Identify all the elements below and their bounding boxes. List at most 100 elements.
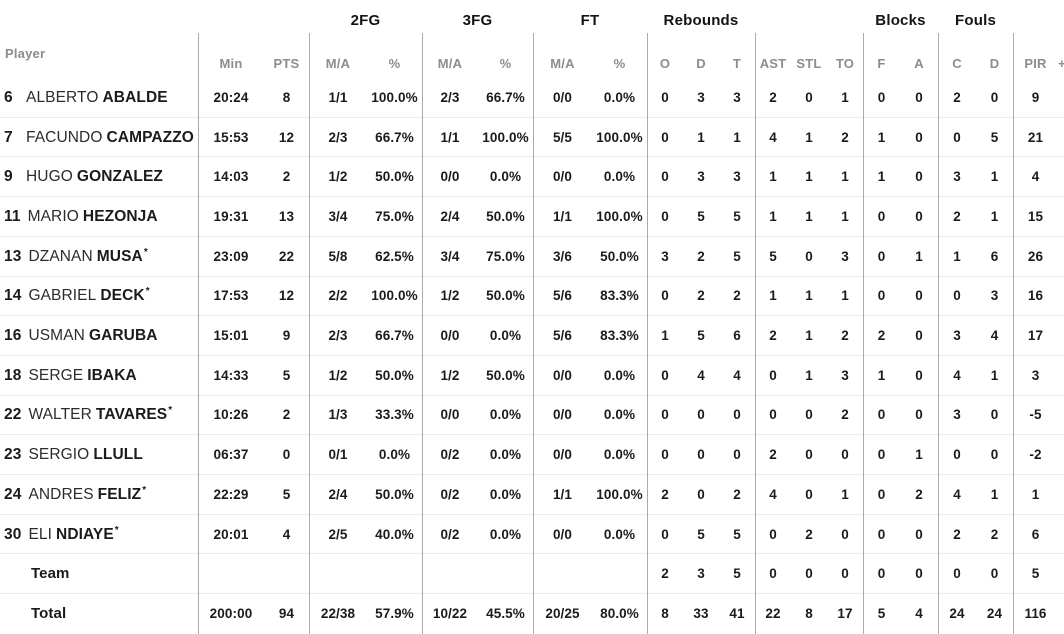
cell-blk-a: 0 xyxy=(915,129,923,145)
cell-ft-pct: 0.0% xyxy=(603,367,636,383)
player-cell: 16 USMAN GARUBA xyxy=(0,326,198,345)
col-header-pir: PIR xyxy=(1024,56,1047,71)
cell-ft-pct: 0.0% xyxy=(603,447,636,463)
cell-to: 1 xyxy=(841,89,849,105)
player-last-name: MUSA xyxy=(96,247,143,265)
cell-reb-d: 5 xyxy=(697,526,705,542)
cell-ast: 4 xyxy=(769,486,777,502)
cell-pts: 12 xyxy=(278,129,295,145)
cell-stl: 2 xyxy=(805,526,813,542)
player-last-name: GARUBA xyxy=(88,327,158,345)
player-row: 13 DZANAN MUSA* 23:09 22 5/8 62.5% 3/4 75.… xyxy=(0,237,1064,277)
cell-blk-a: 0 xyxy=(915,208,923,224)
player-row: 22 WALTER TAVARES* 10:26 2 1/3 33.3% 0/0 0… xyxy=(0,396,1064,436)
cell-reb-d: 1 xyxy=(697,129,705,145)
col-header-plus-minus: + xyxy=(1058,56,1064,71)
cell-blk-f: 0 xyxy=(877,486,886,502)
cell-ft-pct: 100.0% xyxy=(596,129,643,145)
cell-pir: 9 xyxy=(1031,89,1040,105)
total-row: Total 200:00 94 22/38 57.9% 10/22 45.5% … xyxy=(0,594,1064,634)
cell-stl: 1 xyxy=(805,129,813,145)
cell-ft-ma: 1/1 xyxy=(552,486,573,502)
cell-to: 3 xyxy=(841,367,849,383)
cell-2fg-ma: 1/3 xyxy=(328,407,348,423)
cell-blk-a: 0 xyxy=(915,89,923,105)
cell-2fg-ma: 1/1 xyxy=(328,89,348,105)
cell-3fg-pct: 66.7% xyxy=(486,89,525,105)
cell-pts: 13 xyxy=(278,208,295,224)
cell-ast: 0 xyxy=(769,367,777,383)
cell-reb-t: 1 xyxy=(733,129,741,145)
player-number: 24 xyxy=(4,485,22,503)
cell-foul-d: 1 xyxy=(990,169,999,185)
starter-asterisk: * xyxy=(145,286,150,298)
column-divider xyxy=(1013,33,1014,634)
cell-reb-t: 5 xyxy=(733,248,741,264)
cell-3fg-pct: 0.0% xyxy=(489,447,522,463)
cell-foul-c: 4 xyxy=(953,367,961,383)
cell-blk-f: 5 xyxy=(877,606,886,622)
cell-reb-t: 3 xyxy=(733,169,741,185)
starter-asterisk: * xyxy=(168,405,173,417)
cell-ast: 1 xyxy=(769,208,777,224)
col-header-reb-d: D xyxy=(696,56,706,71)
cell-pts: 12 xyxy=(278,288,295,304)
cell-blk-f: 0 xyxy=(877,526,886,542)
cell-pir: 17 xyxy=(1027,328,1044,344)
column-divider xyxy=(755,33,756,634)
group-header-blocks: Blocks xyxy=(875,11,926,29)
cell-foul-c: 3 xyxy=(953,328,961,344)
cell-ast: 1 xyxy=(769,169,777,185)
cell-3fg-pct: 50.0% xyxy=(486,288,525,304)
cell-3fg-pct: 0.0% xyxy=(489,407,522,423)
cell-pir: -2 xyxy=(1029,447,1042,463)
player-last-name: LLULL xyxy=(93,446,143,464)
cell-3fg-pct: 0.0% xyxy=(489,169,522,185)
cell-pir: -5 xyxy=(1029,407,1042,423)
col-header-stl: STL xyxy=(796,56,822,71)
cell-ft-ma: 0/0 xyxy=(552,447,573,463)
player-last-name: NDIAYE xyxy=(56,525,114,543)
cell-foul-d: 2 xyxy=(990,526,999,542)
cell-2fg-pct: 100.0% xyxy=(371,288,418,304)
cell-3fg-ma: 1/2 xyxy=(440,367,460,383)
cell-pir: 16 xyxy=(1027,288,1044,304)
cell-min: 10:26 xyxy=(213,407,249,423)
col-header-ast: AST xyxy=(759,56,787,71)
cell-blk-a: 0 xyxy=(915,328,923,344)
cell-reb-t: 41 xyxy=(729,606,745,622)
cell-ft-pct: 83.3% xyxy=(600,288,639,304)
player-number: 14 xyxy=(4,287,22,305)
cell-min: 200:00 xyxy=(209,606,253,622)
cell-2fg-ma: 2/3 xyxy=(328,328,348,344)
cell-blk-f: 0 xyxy=(877,89,886,105)
cell-pir: 6 xyxy=(1031,526,1040,542)
player-last-name: CAMPAZZO xyxy=(106,128,194,146)
cell-2fg-pct: 66.7% xyxy=(375,328,414,344)
cell-foul-c: 0 xyxy=(953,288,961,304)
cell-2fg-pct: 33.3% xyxy=(375,407,414,423)
cell-foul-c: 24 xyxy=(949,606,965,622)
player-cell: 11 MARIO HEZONJA xyxy=(0,207,198,226)
cell-reb-o: 0 xyxy=(661,169,669,185)
cell-stl: 1 xyxy=(805,208,813,224)
cell-ft-ma: 5/6 xyxy=(552,288,573,304)
col-header-blk-a: A xyxy=(914,56,924,71)
col-header-foul-c: C xyxy=(952,56,962,71)
cell-min: 15:53 xyxy=(213,129,249,145)
starter-asterisk: * xyxy=(114,524,119,536)
cell-ast: 22 xyxy=(765,606,781,622)
col-header-3fg-pct: % xyxy=(499,56,512,71)
cell-ft-pct: 0.0% xyxy=(603,526,636,542)
cell-ast: 2 xyxy=(769,328,777,344)
cell-ast: 2 xyxy=(769,447,777,463)
cell-min: 23:09 xyxy=(213,248,249,264)
col-header-3fg-ma: M/A xyxy=(437,56,463,71)
cell-3fg-ma: 0/0 xyxy=(440,169,460,185)
cell-blk-a: 0 xyxy=(915,367,923,383)
cell-3fg-ma: 1/2 xyxy=(440,288,460,304)
player-last-name: GONZALEZ xyxy=(76,168,163,186)
column-divider xyxy=(938,33,939,634)
cell-2fg-ma: 2/5 xyxy=(328,526,348,542)
cell-3fg-pct: 0.0% xyxy=(489,486,522,502)
